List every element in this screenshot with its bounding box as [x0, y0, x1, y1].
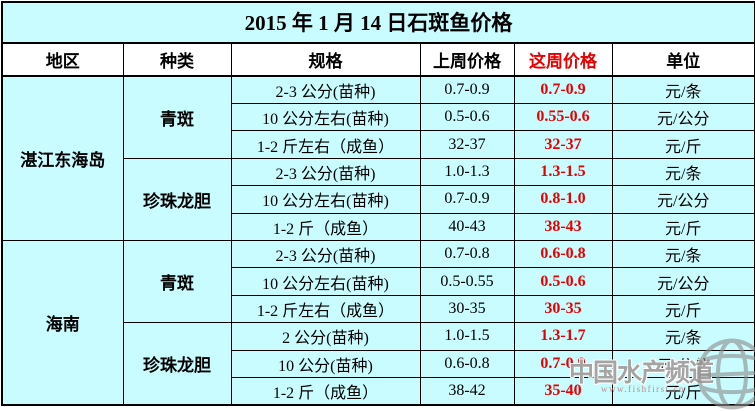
spec-cell: 2-3 公分(苗种) [230, 157, 421, 187]
this-week-price-cell: 35-40 [513, 377, 613, 406]
last-week-price-cell: 1.0-1.3 [419, 157, 515, 187]
unit-cell: 元/公分 [611, 185, 755, 214]
table-row: 1-2 斤（成鱼） 40-43 38-43 元/斤 [2, 212, 755, 242]
last-week-price-cell: 38-42 [419, 377, 515, 406]
last-week-price-cell: 0.5-0.6 [419, 102, 515, 132]
this-week-price-cell: 1.3-1.5 [513, 157, 613, 187]
last-week-price-cell: 1.0-1.5 [419, 322, 515, 351]
unit-cell: 元/条 [611, 157, 755, 187]
table-row: 1-2 斤（成鱼） 38-42 35-40 元/斤 [2, 377, 755, 406]
unit-cell: 元/斤 [611, 130, 755, 159]
header-species: 种类 [122, 42, 232, 78]
header-last-week: 上周价格 [419, 42, 515, 78]
header-unit: 单位 [611, 42, 755, 78]
spec-cell: 1-2 斤（成鱼） [230, 212, 421, 242]
last-week-price-cell: 0.6-0.8 [419, 349, 515, 379]
table-row: 1-2 斤左右（成鱼） 32-37 32-37 元/斤 [2, 130, 755, 159]
spec-cell: 2-3 公分(苗种) [230, 75, 421, 104]
spec-cell: 2-3 公分(苗种) [230, 240, 421, 269]
this-week-price-cell: 0.7-0.9 [513, 349, 613, 379]
table-row: 10 公分左右(苗种) 0.5-0.6 0.55-0.6 元/公分 [2, 102, 755, 132]
header-row: 地区 种类 规格 上周价格 这周价格 单位 [1, 42, 755, 78]
last-week-price-cell: 30-35 [419, 294, 515, 324]
header-this-week: 这周价格 [513, 42, 613, 78]
unit-cell: 元/斤 [611, 377, 755, 406]
last-week-price-cell: 32-37 [419, 130, 515, 159]
this-week-price-cell: 0.55-0.6 [513, 102, 613, 132]
last-week-price-cell: 0.7-0.8 [419, 240, 515, 269]
unit-cell: 元/公分 [611, 267, 755, 296]
spec-cell: 2 公分(苗种) [230, 322, 421, 351]
this-week-price-cell: 30-35 [513, 294, 613, 324]
table-row: 10 公分左右(苗种) 0.7-0.9 0.8-1.0 元/公分 [2, 185, 755, 214]
header-spec: 规格 [230, 42, 421, 78]
title-row: 2015 年 1 月 14 日石斑鱼价格 [1, 1, 755, 44]
unit-cell: 元/公分 [611, 102, 755, 132]
this-week-price-cell: 0.6-0.8 [513, 240, 613, 269]
species-cell: 青斑 [122, 240, 232, 324]
unit-cell: 元/斤 [611, 294, 755, 324]
last-week-price-cell: 40-43 [419, 212, 515, 242]
unit-cell: 元/条 [611, 322, 755, 351]
species-cell: 珍珠龙胆 [122, 157, 232, 242]
species-cell: 青斑 [122, 75, 232, 159]
spec-cell: 1-2 斤左右（成鱼） [230, 294, 421, 324]
table-row: 珍珠龙胆 2 公分(苗种) 1.0-1.5 1.3-1.7 元/条 [2, 322, 755, 406]
species-cell: 珍珠龙胆 [122, 322, 232, 406]
spec-cell: 10 公分左右(苗种) [230, 185, 421, 214]
unit-cell: 元/斤 [611, 212, 755, 242]
region-cell: 湛江东海岛 [1, 75, 124, 242]
last-week-price-cell: 0.7-0.9 [419, 75, 515, 104]
unit-cell: 元/公分 [611, 349, 755, 379]
unit-cell: 元/条 [611, 75, 755, 104]
table-row: 1-2 斤左右（成鱼） 30-35 30-35 元/斤 [2, 294, 755, 324]
spec-cell: 1-2 斤（成鱼） [230, 377, 421, 406]
this-week-price-cell: 0.7-0.9 [513, 75, 613, 104]
last-week-price-cell: 0.5-0.55 [419, 267, 515, 296]
spec-cell: 10 公分(苗种) [230, 349, 421, 379]
region-cell: 海南 [1, 240, 124, 406]
table-row: 湛江东海岛 青斑 2-3 公分(苗种) 0.7-0.9 0.7-0.9 元/条 [1, 75, 755, 242]
unit-cell: 元/条 [611, 240, 755, 269]
spec-cell: 10 公分左右(苗种) [230, 267, 421, 296]
table-row: 10 公分左右(苗种) 0.5-0.55 0.5-0.6 元/公分 [2, 267, 755, 296]
this-week-price-cell: 32-37 [513, 130, 613, 159]
spec-cell: 1-2 斤左右（成鱼） [230, 130, 421, 159]
this-week-price-cell: 38-43 [513, 212, 613, 242]
last-week-price-cell: 0.7-0.9 [419, 185, 515, 214]
table-title: 2015 年 1 月 14 日石斑鱼价格 [1, 1, 755, 44]
this-week-price-cell: 0.8-1.0 [513, 185, 613, 214]
header-region: 地区 [1, 42, 124, 78]
this-week-price-cell: 1.3-1.7 [513, 322, 613, 351]
table-row: 珍珠龙胆 2-3 公分(苗种) 1.0-1.3 1.3-1.5 元/条 [2, 157, 755, 242]
table-row: 海南 青斑 2-3 公分(苗种) 0.7-0.8 0.6-0.8 元/条 [1, 240, 755, 406]
spec-cell: 10 公分左右(苗种) [230, 102, 421, 132]
this-week-price-cell: 0.5-0.6 [513, 267, 613, 296]
